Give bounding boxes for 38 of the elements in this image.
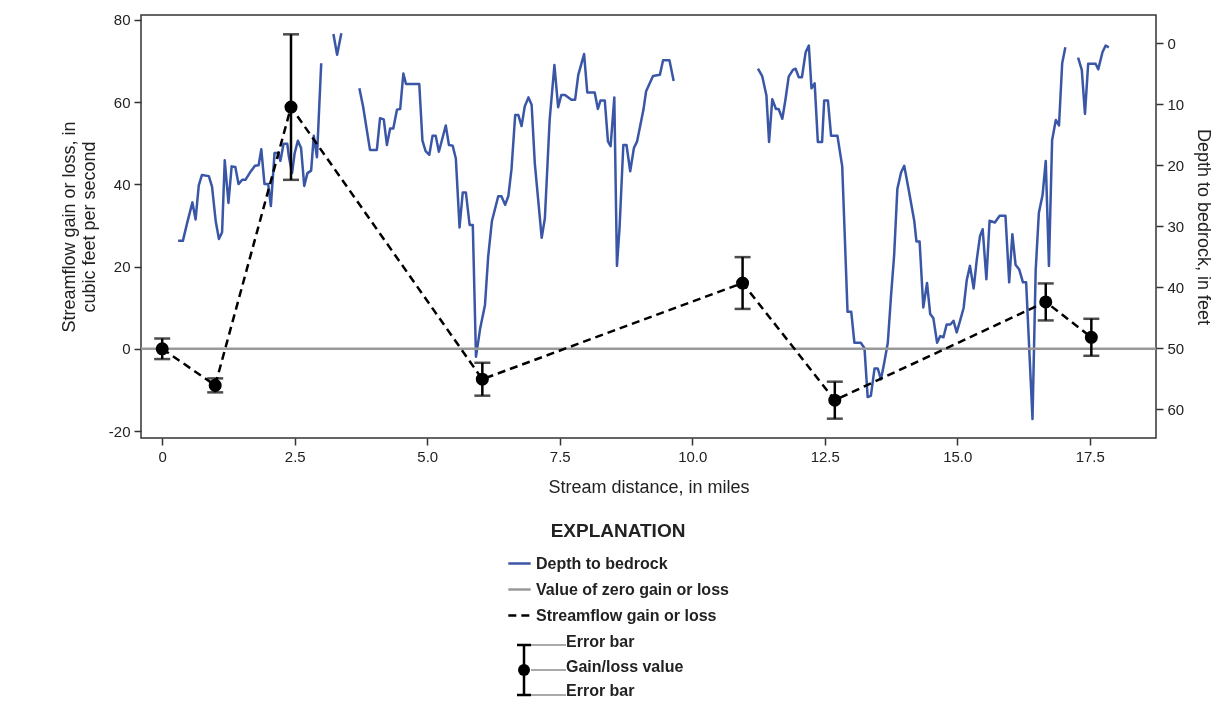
y2-tick-label: 50 xyxy=(1167,339,1185,357)
y2-axis-title: Depth to bedrock, in feet xyxy=(1194,128,1215,326)
legend-label: Depth to bedrock xyxy=(536,554,668,572)
point xyxy=(1084,330,1098,344)
point xyxy=(1039,295,1053,309)
x-tick-label: 15.0 xyxy=(943,447,973,465)
y2-tick-label: 40 xyxy=(1167,278,1185,296)
point xyxy=(155,342,169,356)
x-tick-label: 10.0 xyxy=(678,447,708,465)
text: Error bar xyxy=(566,682,635,700)
legend-label: Value of zero gain or loss xyxy=(536,580,730,598)
point xyxy=(736,276,750,290)
y-tick-label: 60 xyxy=(113,93,131,111)
y-tick-label: 80 xyxy=(113,11,131,29)
y2-tick-label: 0 xyxy=(1167,34,1176,52)
x-tick-label: 5.0 xyxy=(417,447,439,465)
y-axis-title: Streamflow gain or loss, in cubic feet per second xyxy=(58,121,99,333)
x-tick-label: 17.5 xyxy=(1075,447,1105,465)
y-tick-label: -20 xyxy=(108,422,131,440)
point xyxy=(284,100,298,114)
y-tick-label: 0 xyxy=(122,340,131,358)
y-tick-label: 20 xyxy=(113,258,131,276)
x-tick-label: 0 xyxy=(158,447,167,465)
text: Error bar xyxy=(566,633,635,651)
point xyxy=(475,372,489,386)
y2-tick-label: 60 xyxy=(1167,400,1185,418)
x-tick-label: 7.5 xyxy=(549,447,571,465)
x-axis-title: Stream distance, in miles xyxy=(548,476,750,497)
x-tick-label: 2.5 xyxy=(284,447,306,465)
point xyxy=(828,393,842,407)
y2-tick-label: 10 xyxy=(1167,95,1185,113)
x-tick-label: 12.5 xyxy=(810,447,840,465)
y2-tick-label: 20 xyxy=(1167,156,1185,174)
text: Gain/loss value xyxy=(566,658,684,676)
y-tick-label: 40 xyxy=(113,175,131,193)
y2-tick-label: 30 xyxy=(1167,217,1185,235)
legend-label: Streamflow gain or loss xyxy=(536,606,717,624)
legend-title: EXPLANATION xyxy=(550,520,686,541)
